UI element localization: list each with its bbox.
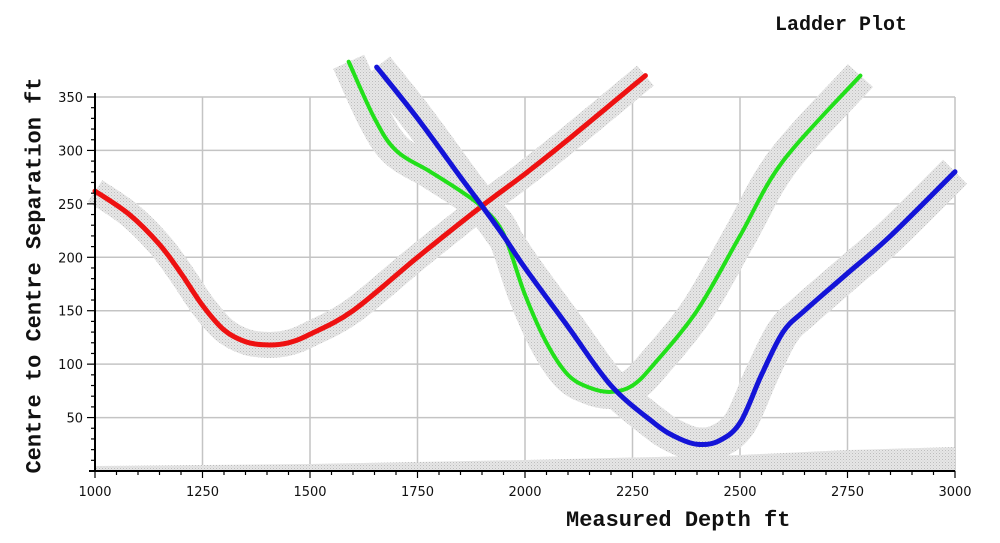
y-tick-label: 300 <box>58 144 83 159</box>
series-line-blue-well <box>374 64 958 448</box>
x-tick-label: 1750 <box>401 485 434 500</box>
x-tick-label: 2500 <box>723 485 756 500</box>
x-axis-label: Measured Depth ft <box>566 508 791 533</box>
x-tick-label: 1250 <box>186 485 219 500</box>
series-lines <box>92 59 958 448</box>
x-tick-label: 3000 <box>938 485 971 500</box>
x-tick-label: 1500 <box>293 485 326 500</box>
chart-title: Ladder Plot <box>775 14 908 37</box>
x-tick-label: 2000 <box>508 485 541 500</box>
series-line-red-well <box>92 73 648 348</box>
x-tick-label: 2750 <box>831 485 864 500</box>
series-line-green-well <box>346 59 863 394</box>
x-tick-label: 1000 <box>78 485 111 500</box>
axes: 50 100 150 200 250 300 350 1000 1250 1500 1750 2000… <box>58 91 971 500</box>
y-tick-label: 100 <box>58 358 83 373</box>
axis-uncertainty-band <box>95 447 955 471</box>
y-tick-label: 350 <box>58 91 83 106</box>
y-tick-label: 50 <box>66 412 83 427</box>
y-tick-label: 200 <box>58 251 83 266</box>
y-tick-label: 250 <box>58 198 83 213</box>
x-tick-label: 2250 <box>616 485 649 500</box>
y-tick-label: 150 <box>58 305 83 320</box>
